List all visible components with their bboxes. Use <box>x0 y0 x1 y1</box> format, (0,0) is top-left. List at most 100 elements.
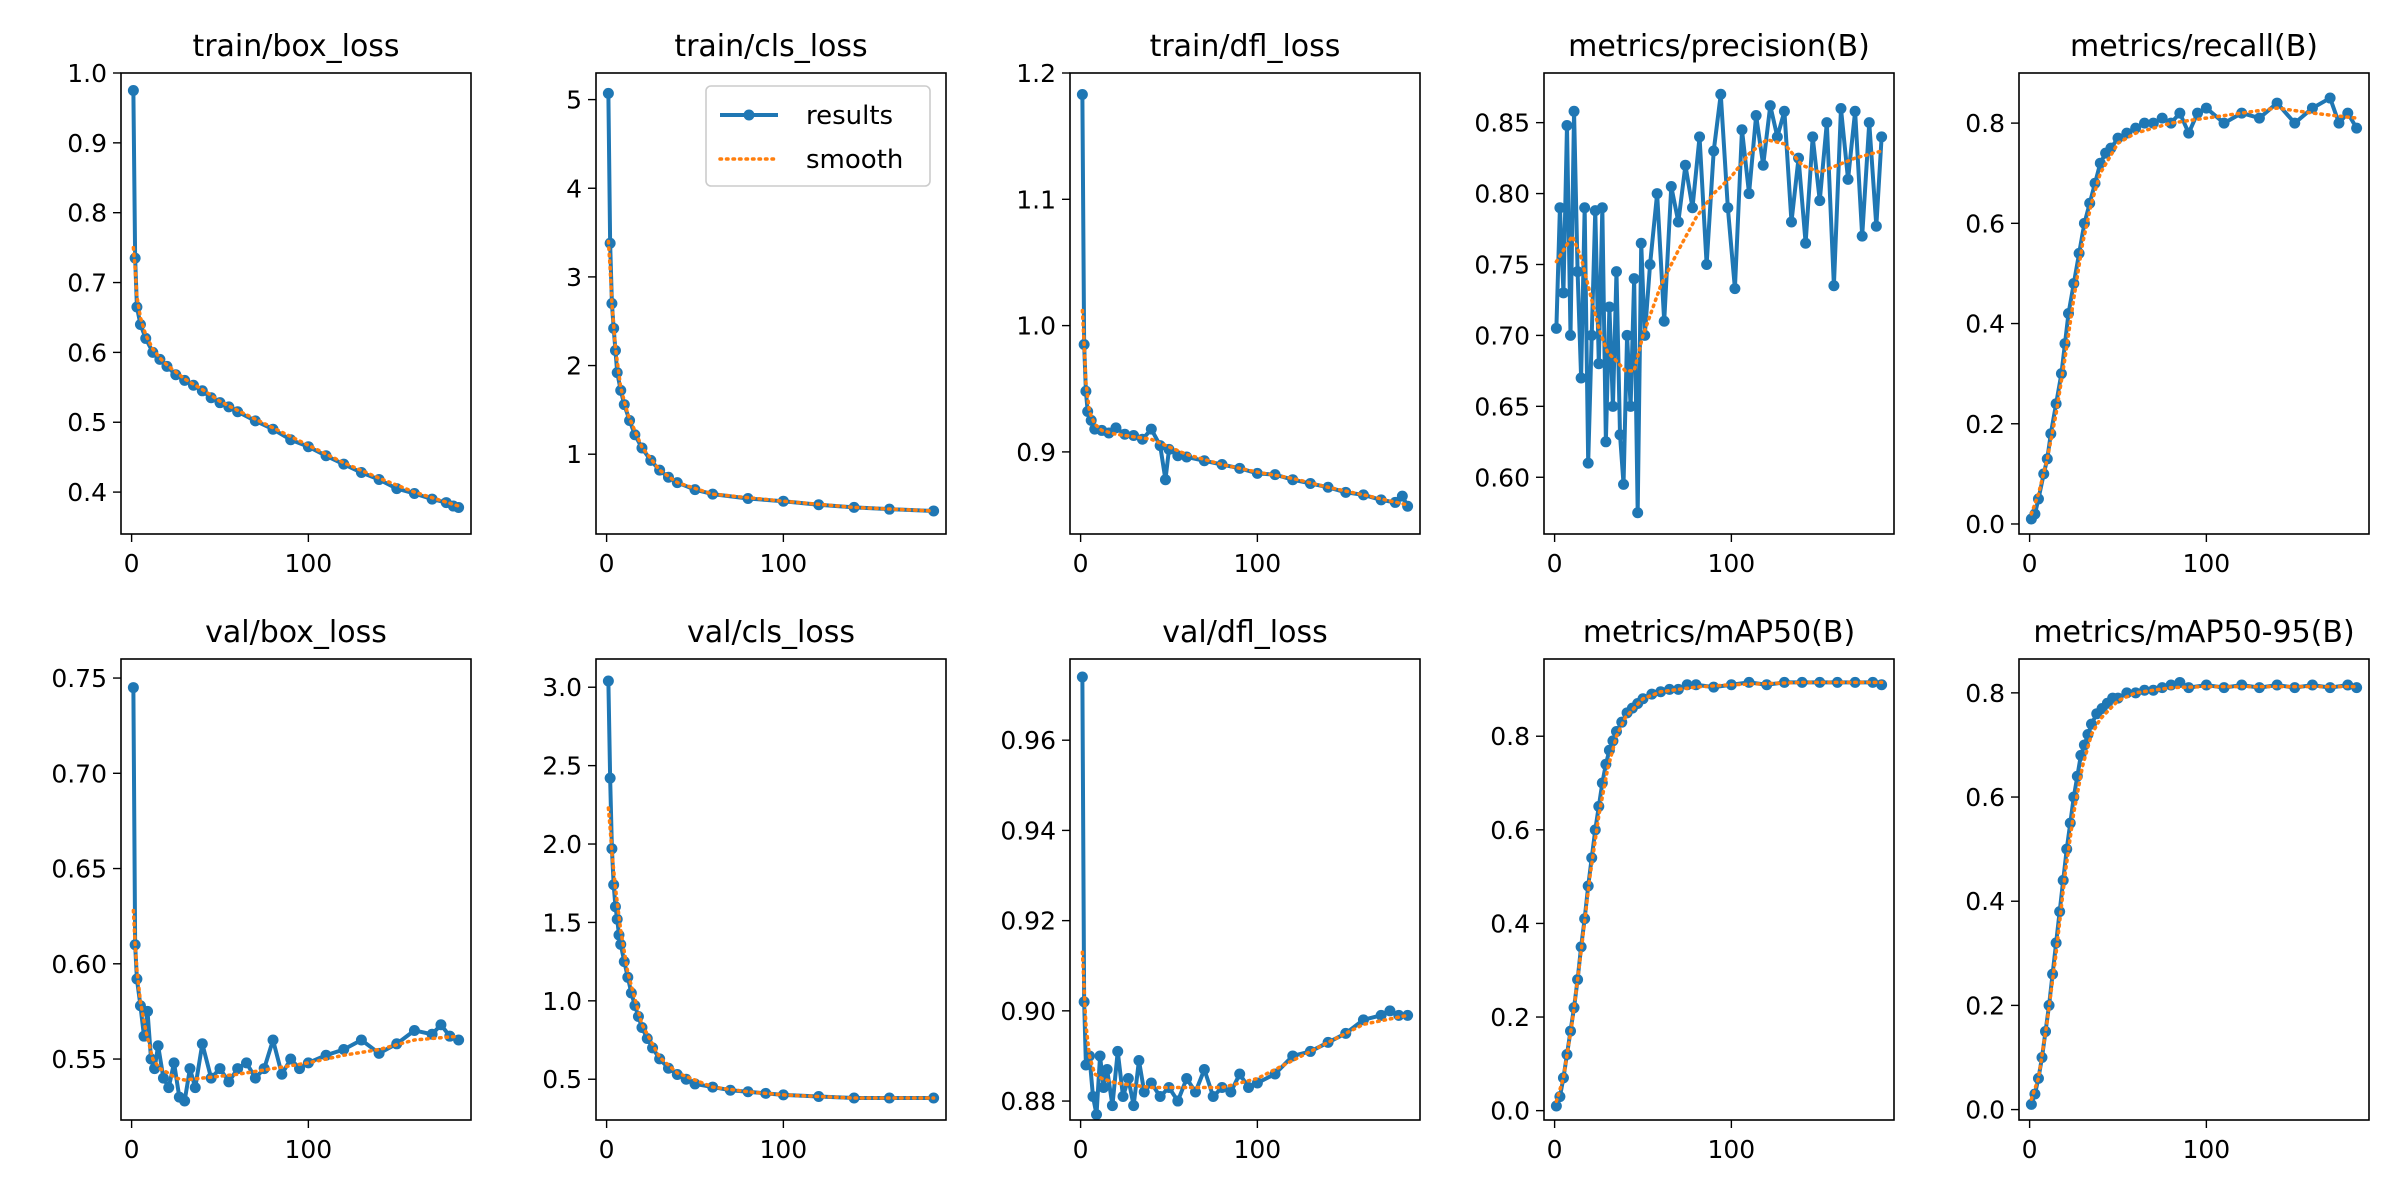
y-tick-label: 0.70 <box>1474 321 1530 350</box>
y-tick-label: 0.0 <box>1965 1096 2005 1125</box>
y-tick-label: 0.75 <box>1474 250 1530 279</box>
legend-results-marker <box>743 109 755 121</box>
results-point <box>604 772 616 784</box>
results-point <box>1743 676 1755 688</box>
results-point <box>742 1086 754 1098</box>
results-point <box>142 1005 154 1017</box>
results-point <box>1870 220 1882 232</box>
results-point <box>2043 999 2055 1011</box>
y-tick-label: 2 <box>566 352 582 381</box>
results-point <box>2236 107 2248 119</box>
y-tick-label: 0.55 <box>51 1045 107 1074</box>
results-point <box>1750 110 1762 122</box>
legend-smooth-label: smooth <box>806 145 903 175</box>
results-line <box>1554 680 1883 1107</box>
y-tick-label: 1.0 <box>67 59 107 88</box>
y-tick-label: 0.60 <box>51 950 107 979</box>
results-point <box>1800 237 1812 249</box>
results-point <box>1117 1091 1129 1103</box>
results-point <box>2271 97 2283 109</box>
results-point <box>2183 127 2195 139</box>
results-point <box>1101 1063 1113 1075</box>
results-point <box>1876 131 1888 143</box>
x-tick-label: 100 <box>2183 1135 2231 1164</box>
results-point <box>1856 230 1868 242</box>
results-line <box>1080 94 1410 508</box>
panel-train-box-loss: train/box_loss 0 100 0.4 0.5 0.6 0.7 0.8 0.9 1.0 <box>67 29 472 578</box>
results-point <box>2064 817 2076 829</box>
plot-area <box>1076 671 1414 1120</box>
y-tick-label: 0.85 <box>1474 109 1530 138</box>
results-point <box>1375 1009 1387 1021</box>
y-tick-label: 3.0 <box>542 673 582 702</box>
results-point <box>1076 671 1088 683</box>
panel-val-cls-loss: val/cls_loss 0 100 0.5 1.0 1.5 2.0 2.5 3.0 <box>542 615 947 1164</box>
results-point <box>232 1063 244 1075</box>
results-point <box>615 938 627 950</box>
results-point <box>1225 1086 1237 1098</box>
y-tick-label: 0.4 <box>1965 887 2005 916</box>
axes-frame <box>2018 658 2370 1121</box>
plot-area <box>602 87 940 517</box>
results-point <box>2036 1051 2048 1063</box>
x-tick-label: 0 <box>124 549 140 578</box>
results-point <box>1582 880 1594 892</box>
x-tick-label: 100 <box>285 1135 333 1164</box>
axes-frame <box>595 658 947 1121</box>
results-point <box>1651 188 1663 200</box>
panel-title: val/cls_loss <box>687 615 855 650</box>
results-point <box>1172 1095 1184 1107</box>
y-tick-label: 0.96 <box>1000 726 1056 755</box>
results-point <box>241 1057 253 1069</box>
results-point <box>1163 1082 1175 1094</box>
axes-frame <box>1069 72 1421 535</box>
results-point <box>453 1034 465 1046</box>
axes-frame <box>120 72 472 535</box>
y-tick-label: 0.65 <box>1474 392 1530 421</box>
results-point <box>2324 92 2336 104</box>
results-point <box>276 1068 288 1080</box>
results-point <box>285 1053 297 1065</box>
results-point <box>1621 329 1633 341</box>
panel-title: metrics/precision(B) <box>1568 29 1870 64</box>
smooth-line <box>131 245 461 508</box>
results-point <box>1625 400 1637 412</box>
panel-val-dfl-loss: val/dfl_loss 0 100 0.88 0.90 0.92 0.94 0.96 <box>1000 615 1421 1164</box>
panel-title: metrics/mAP50(B) <box>1583 615 1855 650</box>
smooth-line <box>131 908 461 1082</box>
results-point <box>1234 1068 1246 1080</box>
results-point <box>606 298 618 309</box>
results-point <box>1600 436 1612 448</box>
axes-frame <box>2018 72 2370 535</box>
results-point <box>1821 117 1833 129</box>
y-tick-label: 2.0 <box>542 830 582 859</box>
results-point <box>1672 216 1684 228</box>
results-point <box>1106 1100 1118 1112</box>
axes-frame <box>595 72 947 535</box>
results-point <box>2068 791 2080 803</box>
panel-metrics-recall-b: metrics/recall(B) 0 100 0.0 0.2 0.4 0.6 0.8 <box>1965 29 2370 578</box>
results-point <box>1632 507 1644 519</box>
results-point <box>2121 687 2133 699</box>
results-point <box>1128 1100 1140 1112</box>
results-point <box>1094 1050 1106 1062</box>
results-point <box>338 1044 350 1056</box>
y-tick-label: 0.9 <box>1016 438 1056 467</box>
y-tick-label: 0.6 <box>1490 816 1530 845</box>
plot-area <box>1550 676 1888 1112</box>
results-point <box>1091 1109 1103 1120</box>
plot-area <box>1550 88 1888 519</box>
panel-train-dfl-loss: train/dfl_loss 0 100 0.9 1.0 1.1 1.2 <box>1016 29 1421 578</box>
x-tick-label: 100 <box>1234 549 1282 578</box>
results-point <box>2200 102 2212 114</box>
results-point <box>1828 280 1840 292</box>
results-point <box>1087 1091 1099 1103</box>
results-point <box>1778 105 1790 117</box>
results-point <box>2174 676 2186 688</box>
results-point <box>1764 100 1776 112</box>
results-point <box>196 1038 208 1050</box>
results-point <box>163 1082 175 1094</box>
results-point <box>1110 422 1122 434</box>
results-point <box>1849 105 1861 117</box>
results-point <box>662 1062 674 1074</box>
